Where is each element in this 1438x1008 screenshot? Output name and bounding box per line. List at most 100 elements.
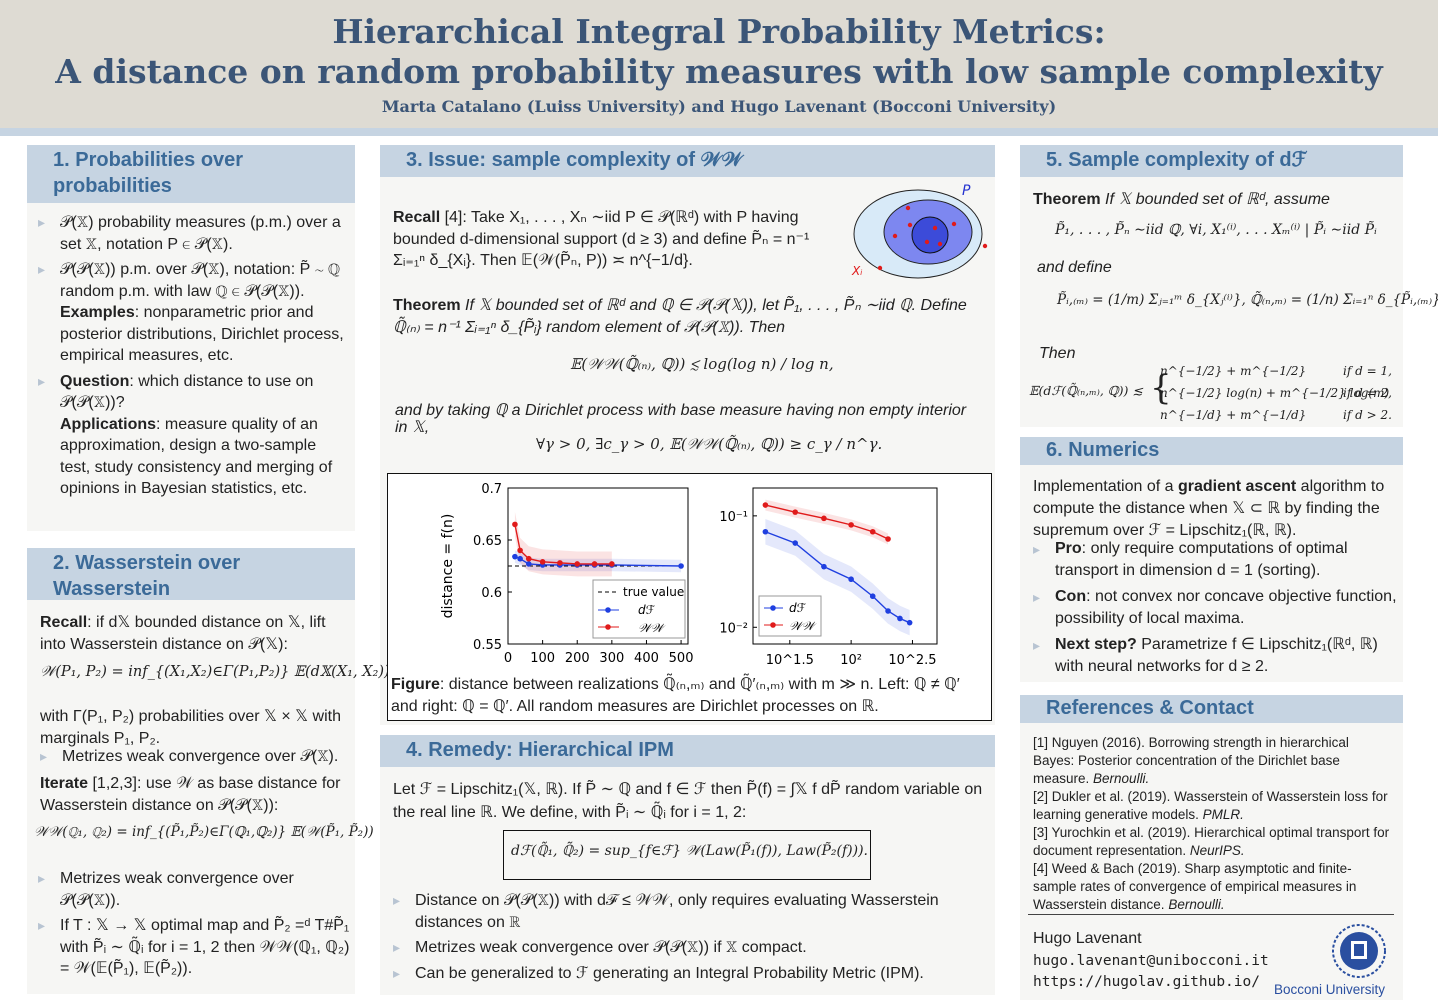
x-tick-label: 400 xyxy=(634,651,659,666)
sample-point xyxy=(951,221,957,227)
contact-email[interactable]: hugo.lavenant@unibocconi.it xyxy=(1033,953,1269,969)
s6-intro-post: algorithm to compute the distance when 𝕏… xyxy=(1033,478,1385,539)
red-data-point xyxy=(609,561,615,567)
section5-title: 5. Sample complexity of dℱ xyxy=(1020,145,1403,177)
red-data-point xyxy=(591,561,598,567)
s3-formula-2: ∀γ > 0, ∃c_γ > 0, 𝔼(𝒲𝒲(ℚ̃₍ₙ₎, ℚ)) ≥ c_γ … xyxy=(536,435,883,453)
s4-bullets: Distance on 𝒫(𝒫(𝕏)) with dℱ ≤ 𝒲𝒲, only r… xyxy=(393,890,988,988)
s2-iterate: Iterate [1,2,3]: use 𝒲 as base distance … xyxy=(40,773,350,816)
red-data-point xyxy=(517,547,523,554)
reference-2-text: [2] Dukler et al. (2019). Wasserstein of… xyxy=(1033,789,1388,822)
s5-theorem-label: Theorem xyxy=(1033,191,1101,208)
s5-lhs: 𝔼(dℱ(ℚ̃₍ₙ,ₘ₎, ℚ)) ≲ xyxy=(1029,383,1143,398)
blue-data-point xyxy=(525,561,532,567)
figure-caption-label: Figure xyxy=(391,676,440,693)
s3-formula-1: 𝔼(𝒲𝒲(ℚ̃₍ₙ₎, ℚ)) ≲ log(log n) / log n, xyxy=(570,355,834,373)
legend-true-value-label: true value xyxy=(623,585,684,599)
section2-title: 2. Wasserstein over Wasserstein xyxy=(27,548,355,600)
question-label: Question xyxy=(60,372,130,390)
s6-pro: Pro: only require computations of optima… xyxy=(1033,538,1398,582)
y-tick-label: 10⁻² xyxy=(719,621,748,636)
contact-website[interactable]: https://hugolav.github.io/ xyxy=(1033,974,1260,990)
figure-box xyxy=(387,473,992,721)
legend-red-marker xyxy=(605,624,611,630)
plot-frame xyxy=(752,487,938,645)
poster-title-line1: Hierarchical Integral Probability Metric… xyxy=(332,12,1106,51)
s5-theorem: Theorem If 𝕏 bounded set of ℝᵈ, assume xyxy=(1033,189,1398,211)
section4-title: 4. Remedy: Hierarchical IPM xyxy=(380,735,995,767)
case-3-expr: n^{−1/d} + m^{−1/d} xyxy=(1160,408,1307,422)
blue-data-point xyxy=(848,576,854,583)
s2-bullets-2: Metrizes weak convergence over 𝒫(𝒫(𝕏)). … xyxy=(38,868,350,984)
sample-point xyxy=(877,265,883,271)
sample-point xyxy=(892,233,898,239)
s6-intro: Implementation of a gradient ascent algo… xyxy=(1033,476,1398,542)
inner-disk xyxy=(911,216,949,254)
case-2-expr: n^{−1/2} log(n) + m^{−1/2} log(m) xyxy=(1160,386,1390,400)
reference-list: [1] Nguyen (2016). Borrowing strength in… xyxy=(1033,734,1393,914)
s5-defs-formula: P̃ᵢ,₍ₘ₎ = (1/m) Σⱼ₌₁ᵐ δ_{Xⱼ⁽ⁱ⁾}, ℚ̃₍ₙ,ₘ₎… xyxy=(1057,292,1438,308)
blue-data-point xyxy=(906,619,913,626)
references-panel xyxy=(1020,695,1403,1000)
legend-blue-marker xyxy=(770,605,776,611)
red-data-point xyxy=(848,522,854,528)
bocconi-logo-text: Bocconi University xyxy=(1274,982,1386,997)
chart-left: 0 100 200 300 400 500 0.55 0.6 0.65 0.7 distance =… xyxy=(440,482,693,666)
reference-1-text: [1] Nguyen (2016). Borrowing strength in… xyxy=(1033,735,1349,786)
s4-bullet-2: Metrizes weak convergence over 𝒫(𝒫(𝕏)) i… xyxy=(393,937,988,959)
examples-text: : nonparametric prior and posterior dist… xyxy=(60,304,344,364)
support-diagram: P Xᵢ xyxy=(851,183,988,279)
examples-label: Examples xyxy=(60,304,135,321)
blue-data-point xyxy=(885,608,891,614)
blue-confidence-band xyxy=(514,550,682,573)
s4-formula: dℱ(ℚ̃₁, ℚ̃₂) = sup_{f∈ℱ} 𝒲(Law(P̃₁(f)), … xyxy=(511,843,868,859)
sample-point xyxy=(932,225,938,231)
legend-red-marker xyxy=(770,622,776,628)
blue-data-point xyxy=(897,615,903,622)
case-1-cond: if d = 1, xyxy=(1343,364,1392,378)
s6-next-text: Parametrize f ∈ Lipschitz₁(ℝᵈ, ℝ) with n… xyxy=(1055,636,1378,675)
s3-theorem: Theorem If 𝕏 bounded set of ℝᵈ and ℚ ∈ 𝒫… xyxy=(393,295,983,338)
sample-point xyxy=(907,222,913,228)
contact-divider xyxy=(1028,914,1394,915)
applications-label: Applications xyxy=(60,415,157,433)
reference-3-venue: NeurIPS. xyxy=(1189,843,1245,858)
s3-recall-label: Recall xyxy=(393,209,441,226)
s6-con: Con: not convex nor concave objective fu… xyxy=(1033,586,1398,630)
x-tick-label: 0 xyxy=(504,651,512,666)
s6-bullets: Pro: only require computations of optima… xyxy=(1033,538,1398,682)
s2-formula-1: 𝒲(P₁, P₂) = inf_{(X₁,X₂)∈Γ(P₁,P₂)} 𝔼(d𝕏(… xyxy=(40,664,395,680)
contact-name: Hugo Lavenant xyxy=(1033,930,1142,947)
legend-red-label: 𝒲𝒲 xyxy=(789,619,818,633)
sample-point xyxy=(937,241,943,247)
s2-formula-2: 𝒲𝒲(ℚ₁, ℚ₂) = inf_{(P̃₁,P̃₂)∈Γ(ℚ₁,ℚ₂)} 𝔼(… xyxy=(34,824,374,840)
x-tick-label: 300 xyxy=(599,651,624,666)
red-series-line xyxy=(765,504,889,540)
s1-bullet-2: 𝒫(𝒫(𝕏)) p.m. over 𝒫(𝕏), notation: P̃ ∼ ℚ… xyxy=(38,259,350,367)
question-text: : which distance to use on 𝒫(𝒫(𝕏))? xyxy=(60,372,314,412)
s4-bullet-1: Distance on 𝒫(𝒫(𝕏)) with dℱ ≤ 𝒲𝒲, only r… xyxy=(393,890,988,933)
reference-2: [2] Dukler et al. (2019). Wasserstein of… xyxy=(1033,788,1393,824)
reference-3-text: [3] Yurochkin et al. (2019). Hierarchica… xyxy=(1033,825,1390,858)
s5-theorem-text: If 𝕏 bounded set of ℝᵈ, assume xyxy=(1100,191,1330,208)
red-data-point xyxy=(525,555,532,562)
poster-header xyxy=(0,0,1438,128)
section6-title: 6. Numerics xyxy=(1020,437,1403,465)
red-data-point xyxy=(821,515,827,522)
red-data-point xyxy=(512,521,518,528)
red-data-point xyxy=(574,561,581,567)
figure-caption-text: : distance between realizations ℚ̃₍ₙ,ₘ₎ … xyxy=(391,676,960,715)
section1-body: 𝒫(𝕏) probability measures (p.m.) over a … xyxy=(38,212,350,504)
legend-blue-label: dℱ xyxy=(638,603,656,617)
chart-right: 10^1.5 10² 10^2.5 10⁻¹ 10⁻² dℱ 𝒲𝒲 xyxy=(719,487,938,668)
red-data-point xyxy=(885,536,891,542)
s6-intro-bold: gradient ascent xyxy=(1177,478,1297,495)
poster-title-line2: A distance on random probability measure… xyxy=(55,52,1383,91)
s6-intro-pre: Implementation of a xyxy=(1033,478,1178,495)
sample-point xyxy=(982,243,988,249)
s4-formula-box xyxy=(503,830,871,880)
s5-assume-formula: P̃₁, . . . , P̃ₙ ∼iid ℚ, ∀i, X₁⁽ⁱ⁾, . . … xyxy=(1055,222,1377,238)
s1-bullet-2-text: 𝒫(𝒫(𝕏)) p.m. over 𝒫(𝕏), notation: P̃ ∼ ℚ… xyxy=(60,261,340,300)
blue-data-point xyxy=(678,563,684,569)
blue-data-point xyxy=(792,540,799,546)
